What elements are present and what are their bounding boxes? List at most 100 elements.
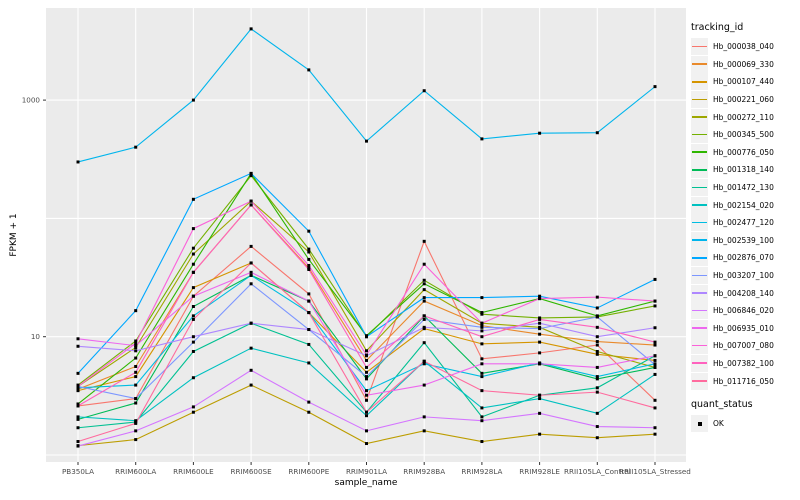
legend-line-icon <box>692 221 707 224</box>
data-point <box>249 321 253 325</box>
data-point <box>365 429 368 433</box>
data-point <box>480 324 484 328</box>
legend-entry-Hb_002539_100: Hb_002539_100 <box>691 231 797 250</box>
legend-label: Hb_002477_120 <box>713 218 774 228</box>
data-point <box>191 270 195 274</box>
legend-key-swatch <box>691 108 708 126</box>
data-point <box>191 340 195 344</box>
data-point <box>307 328 311 332</box>
data-point <box>480 415 484 419</box>
y-tick-label: 10 <box>31 332 41 341</box>
data-point <box>249 199 253 203</box>
x-tick-label: RRIM600LA <box>115 467 156 476</box>
data-point <box>307 247 311 251</box>
legend-key-swatch <box>691 284 708 302</box>
legend-key-swatch <box>691 354 708 372</box>
legend-title-tracking-id: tracking_id <box>691 22 744 33</box>
data-point <box>76 384 80 388</box>
legend-line-icon <box>692 292 707 294</box>
data-point <box>422 239 426 243</box>
legend-key-swatch <box>691 196 708 214</box>
legend-label: Hb_003207_100 <box>713 271 774 281</box>
data-point <box>191 317 195 321</box>
data-point <box>191 410 195 414</box>
data-point <box>249 273 253 277</box>
data-point <box>134 421 138 425</box>
data-point <box>422 314 426 318</box>
data-point <box>249 27 253 31</box>
legend-entry-Hb_002876_070: Hb_002876_070 <box>691 249 797 267</box>
data-point <box>595 325 599 329</box>
data-point <box>538 317 542 321</box>
legend-label: Hb_007007_080 <box>713 341 774 351</box>
data-point <box>307 250 311 254</box>
legend-entries: Hb_000038_040 Hb_000069_330 Hb_000107_440 H… <box>691 38 797 390</box>
legend-key-swatch <box>691 161 708 179</box>
data-point <box>422 383 426 387</box>
data-point <box>76 415 80 419</box>
legend-key-swatch <box>691 249 708 267</box>
data-point <box>76 426 80 430</box>
data-point <box>307 400 311 404</box>
data-point <box>653 299 657 303</box>
legend-entry-Hb_001472_130: Hb_001472_130 <box>691 179 797 197</box>
data-point <box>595 365 599 369</box>
data-point <box>480 371 484 375</box>
legend-line-icon <box>692 45 707 48</box>
data-point <box>538 297 542 301</box>
data-point <box>480 137 484 141</box>
data-point <box>365 358 368 362</box>
legend-line-icon <box>692 327 707 329</box>
data-point <box>365 335 368 339</box>
data-point <box>249 174 253 178</box>
data-point <box>365 349 368 353</box>
data-point <box>595 352 599 356</box>
legend-entry-Hb_011716_050: Hb_011716_050 <box>691 372 797 390</box>
data-point <box>191 305 195 309</box>
data-point <box>480 329 484 333</box>
legend-key-swatch <box>691 267 708 285</box>
data-point <box>307 299 311 303</box>
x-tick-label: RRIM928LE <box>519 467 560 476</box>
x-tick-label: RRIM600LE <box>173 467 214 476</box>
data-point <box>538 131 542 135</box>
data-point <box>538 432 542 436</box>
legend-key-swatch <box>691 337 708 355</box>
data-point <box>191 294 195 298</box>
data-point <box>134 383 138 387</box>
legend-entry-Hb_000221_060: Hb_000221_060 <box>691 91 797 109</box>
data-point <box>365 398 368 402</box>
x-tick-label: RRIM901LA <box>346 467 387 476</box>
data-point <box>307 311 311 315</box>
legend-label: Hb_004208_140 <box>713 288 774 298</box>
data-point <box>191 314 195 318</box>
legend-key-swatch <box>691 415 708 433</box>
data-point <box>134 364 138 368</box>
legend-entry-Hb_004208_140: Hb_004208_140 <box>691 284 797 302</box>
data-point <box>480 335 484 339</box>
y-tick-label: 1000 <box>22 96 41 105</box>
legend-entry-Hb_000776_050: Hb_000776_050 <box>691 143 797 162</box>
legend-entry-Hb_007007_080: Hb_007007_080 <box>691 337 797 355</box>
data-point <box>249 383 253 387</box>
legend-line-icon <box>692 309 707 312</box>
data-point <box>307 361 311 365</box>
data-point <box>595 390 599 394</box>
data-point <box>365 410 368 414</box>
legend-line-icon <box>692 204 707 206</box>
legend-entry-Hb_003207_100: Hb_003207_100 <box>691 267 797 285</box>
axis-ticks <box>43 99 656 465</box>
data-point <box>595 436 599 440</box>
data-point <box>653 85 657 89</box>
data-point <box>191 286 195 290</box>
data-point <box>307 68 311 72</box>
data-point <box>307 257 311 261</box>
data-point <box>365 442 368 446</box>
legend-line-icon <box>692 256 707 259</box>
data-point <box>307 263 311 267</box>
x-tick-label: RRIM600PE <box>288 467 329 476</box>
legend-label: Hb_002539_100 <box>713 235 774 245</box>
legend-key-swatch <box>691 302 708 320</box>
data-point <box>134 349 138 353</box>
legend-entry-Hb_000069_330: Hb_000069_330 <box>691 55 797 74</box>
